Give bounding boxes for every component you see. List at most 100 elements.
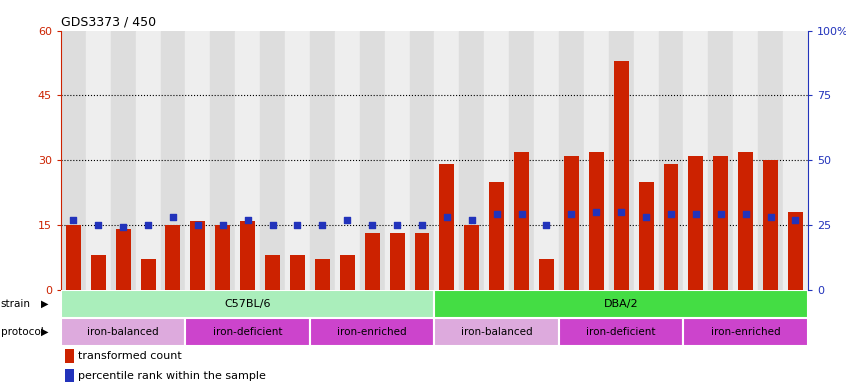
Bar bbox=[385, 31, 409, 290]
Text: transformed count: transformed count bbox=[78, 351, 182, 361]
Bar bbox=[415, 233, 430, 290]
Bar bbox=[166, 225, 180, 290]
Point bbox=[564, 212, 578, 218]
Bar bbox=[91, 255, 106, 290]
Bar bbox=[61, 290, 435, 318]
Text: C57BL/6: C57BL/6 bbox=[224, 298, 271, 309]
Bar bbox=[439, 164, 454, 290]
Bar bbox=[335, 31, 360, 290]
Point bbox=[216, 222, 229, 228]
Bar bbox=[211, 31, 235, 290]
Bar bbox=[684, 31, 708, 290]
Bar bbox=[111, 31, 135, 290]
Bar bbox=[140, 259, 156, 290]
Bar bbox=[434, 318, 559, 346]
Bar bbox=[684, 318, 808, 346]
Point bbox=[739, 212, 752, 218]
Bar bbox=[64, 349, 74, 363]
Bar bbox=[61, 318, 185, 346]
Bar bbox=[64, 369, 74, 382]
Point bbox=[788, 217, 802, 223]
Bar bbox=[360, 31, 385, 290]
Text: DBA/2: DBA/2 bbox=[604, 298, 639, 309]
Point bbox=[689, 212, 703, 218]
Bar bbox=[290, 255, 305, 290]
Bar bbox=[663, 164, 678, 290]
Bar bbox=[66, 225, 81, 290]
Point bbox=[714, 212, 728, 218]
Bar bbox=[315, 259, 330, 290]
Bar bbox=[185, 318, 310, 346]
Text: ▶: ▶ bbox=[41, 326, 48, 337]
Bar bbox=[161, 31, 185, 290]
Point bbox=[440, 214, 453, 220]
Bar bbox=[733, 31, 758, 290]
Bar bbox=[534, 31, 559, 290]
Bar bbox=[190, 220, 206, 290]
Text: percentile rank within the sample: percentile rank within the sample bbox=[78, 371, 266, 381]
Point bbox=[390, 222, 404, 228]
Bar bbox=[85, 31, 111, 290]
Bar bbox=[559, 31, 584, 290]
Bar bbox=[639, 182, 654, 290]
Bar bbox=[135, 31, 161, 290]
Point bbox=[67, 217, 80, 223]
Point bbox=[266, 222, 279, 228]
Bar bbox=[634, 31, 658, 290]
Bar bbox=[739, 152, 753, 290]
Text: ▶: ▶ bbox=[41, 298, 48, 309]
Bar bbox=[116, 229, 130, 290]
Bar bbox=[514, 152, 529, 290]
Bar bbox=[185, 31, 211, 290]
Bar bbox=[484, 31, 509, 290]
Point bbox=[117, 224, 130, 230]
Bar bbox=[434, 290, 808, 318]
Point bbox=[91, 222, 105, 228]
Bar bbox=[788, 212, 803, 290]
Bar bbox=[689, 156, 703, 290]
Bar bbox=[459, 31, 484, 290]
Text: GDS3373 / 450: GDS3373 / 450 bbox=[61, 15, 156, 28]
Bar bbox=[564, 156, 579, 290]
Text: iron-deficient: iron-deficient bbox=[586, 326, 656, 337]
Bar bbox=[240, 220, 255, 290]
Bar bbox=[609, 31, 634, 290]
Bar bbox=[539, 259, 554, 290]
Point bbox=[415, 222, 429, 228]
Point bbox=[515, 212, 529, 218]
Bar bbox=[61, 31, 85, 290]
Bar bbox=[340, 255, 354, 290]
Bar bbox=[613, 61, 629, 290]
Bar bbox=[390, 233, 404, 290]
Bar bbox=[215, 225, 230, 290]
Text: iron-balanced: iron-balanced bbox=[461, 326, 532, 337]
Point bbox=[764, 214, 777, 220]
Bar bbox=[235, 31, 260, 290]
Bar bbox=[265, 255, 280, 290]
Text: iron-deficient: iron-deficient bbox=[213, 326, 283, 337]
Text: iron-enriched: iron-enriched bbox=[711, 326, 781, 337]
Bar bbox=[758, 31, 783, 290]
Point bbox=[540, 222, 553, 228]
Bar bbox=[285, 31, 310, 290]
Bar bbox=[589, 152, 604, 290]
Bar bbox=[464, 225, 479, 290]
Bar bbox=[708, 31, 733, 290]
Bar bbox=[409, 31, 434, 290]
Point bbox=[590, 209, 603, 215]
Point bbox=[191, 222, 205, 228]
Point bbox=[316, 222, 329, 228]
Point bbox=[291, 222, 305, 228]
Point bbox=[490, 212, 503, 218]
Point bbox=[365, 222, 379, 228]
Bar bbox=[310, 31, 335, 290]
Point bbox=[340, 217, 354, 223]
Text: protocol: protocol bbox=[1, 326, 44, 337]
Bar bbox=[509, 31, 534, 290]
Bar bbox=[763, 160, 778, 290]
Bar bbox=[489, 182, 504, 290]
Bar bbox=[365, 233, 380, 290]
Bar bbox=[713, 156, 728, 290]
Text: strain: strain bbox=[1, 298, 30, 309]
Bar bbox=[559, 318, 684, 346]
